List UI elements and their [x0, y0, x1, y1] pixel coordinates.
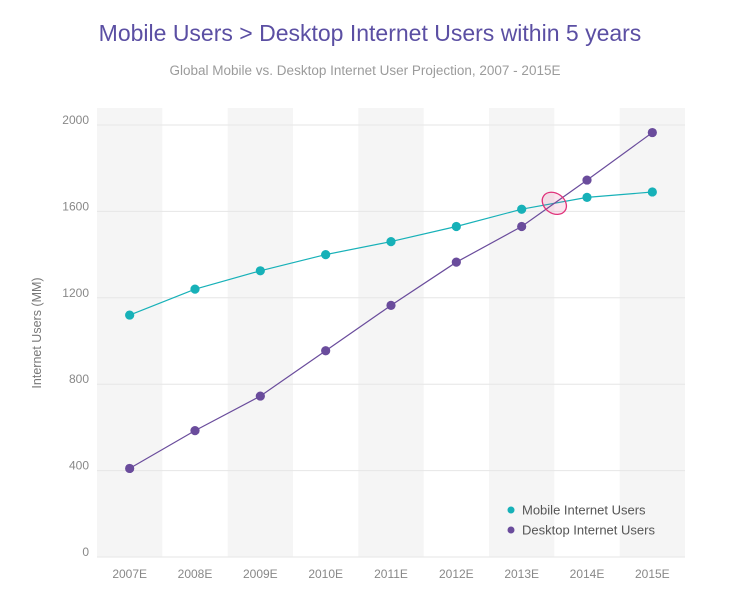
y-tick-label: 800: [69, 372, 89, 386]
x-tick-label: 2012E: [439, 567, 474, 581]
data-point: [125, 463, 135, 474]
series-points: [125, 127, 657, 474]
x-tick-label: 2008E: [178, 567, 213, 581]
y-axis-title: Internet Users (MM): [30, 277, 44, 388]
crossover-ellipse: [541, 191, 568, 216]
x-tick-label: 2009E: [243, 567, 278, 581]
data-point: [647, 187, 657, 197]
y-tick-label: 400: [69, 459, 89, 473]
data-point: [582, 175, 592, 185]
data-point: [321, 250, 331, 260]
y-tick-label: 1600: [62, 199, 89, 213]
legend-label: Desktop Internet Users: [522, 523, 655, 538]
data-point: [582, 192, 592, 202]
data-point: [386, 300, 396, 310]
chart-subtitle: Global Mobile vs. Desktop Internet User …: [169, 63, 561, 78]
column-band: [358, 108, 424, 557]
column-band: [619, 108, 685, 557]
data-point: [451, 221, 461, 232]
legend-marker: [507, 526, 515, 534]
gridlines: [97, 124, 685, 558]
x-axis-ticks: 2007E 2008E 2009E 2010E 2011E 2012E 2013E 2014E…: [112, 567, 669, 581]
legend-label: Mobile Internet Users: [522, 503, 646, 518]
column-bands: [97, 108, 685, 557]
data-point: [647, 127, 657, 138]
x-tick-label: 2014E: [570, 567, 605, 581]
data-point: [386, 237, 396, 247]
column-band: [227, 108, 293, 557]
y-axis-ticks: 0 400 800 1200 1600 2000: [62, 113, 89, 559]
column-band: [489, 108, 555, 557]
x-tick-label: 2015E: [635, 567, 670, 581]
x-tick-label: 2007E: [112, 567, 147, 581]
x-tick-label: 2011E: [374, 567, 408, 581]
data-point: [517, 204, 527, 214]
x-tick-label: 2010E: [308, 567, 343, 581]
data-point: [190, 426, 200, 436]
y-tick-label: 0: [82, 545, 89, 559]
column-band: [97, 108, 163, 557]
data-point: [321, 346, 331, 356]
x-tick-label: 2013E: [504, 567, 539, 581]
data-point: [190, 284, 200, 294]
data-point: [255, 266, 265, 276]
crossover-highlight: [541, 191, 568, 216]
data-point: [517, 221, 527, 232]
data-point: [255, 391, 265, 401]
chart-title: Mobile Users > Desktop Internet Users wi…: [98, 20, 642, 46]
data-point: [125, 310, 135, 320]
y-tick-label: 1200: [62, 286, 89, 300]
data-point: [451, 257, 461, 267]
legend: Mobile Internet Users Desktop Internet Us…: [507, 503, 655, 538]
legend-marker: [507, 506, 515, 514]
y-tick-label: 2000: [62, 113, 89, 127]
